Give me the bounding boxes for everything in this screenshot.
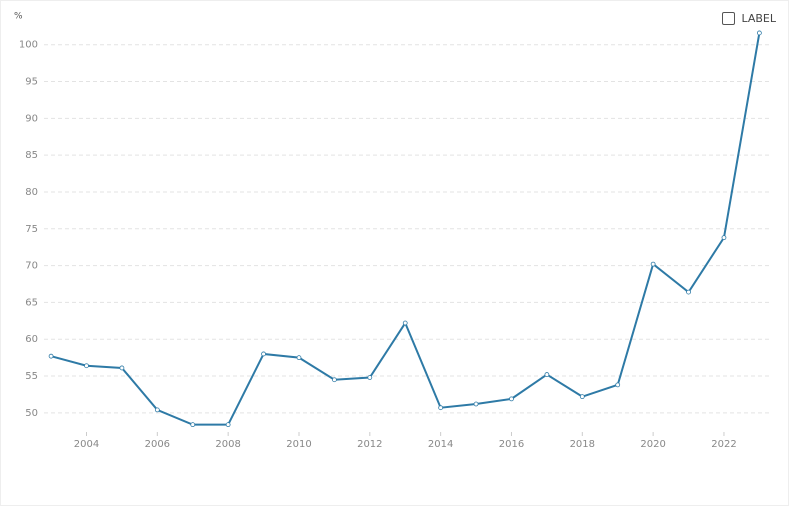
legend-label[interactable]: LABEL (741, 12, 776, 25)
data-point (402, 320, 408, 326)
y-tick-label: 70 (25, 261, 38, 272)
x-tick-label: 2008 (215, 439, 240, 450)
y-tick-label: 55 (25, 371, 38, 382)
data-point (84, 363, 89, 369)
data-point (367, 375, 373, 380)
x-tick-label: 2018 (570, 439, 595, 450)
data-point (331, 377, 337, 383)
y-tick-label: 85 (25, 150, 38, 161)
data-point (756, 30, 762, 36)
legend-toggle[interactable]: LABEL (722, 12, 776, 25)
x-tick-label: 2012 (357, 439, 382, 450)
legend-checkbox[interactable] (722, 12, 736, 25)
data-point (225, 422, 231, 428)
data-point (615, 382, 621, 388)
data-point (473, 401, 479, 407)
data-point (154, 407, 160, 413)
y-unit: % (14, 12, 23, 22)
y-tick-label: 60 (25, 334, 38, 345)
data-point (544, 372, 550, 377)
data-point (579, 394, 585, 400)
x-tick-label: 2006 (145, 439, 170, 450)
data-point (119, 365, 125, 371)
data-point (296, 355, 302, 361)
y-tick-label: 65 (25, 297, 38, 308)
data-point (686, 289, 691, 295)
y-tick-label: 100 (19, 40, 38, 51)
data-point (48, 353, 54, 359)
x-tick-label: 2010 (286, 439, 311, 450)
x-tick-label: 2014 (428, 439, 453, 450)
y-tick-label: 95 (25, 77, 38, 88)
y-tick-label: 90 (25, 113, 38, 124)
data-point (721, 235, 727, 241)
y-tick-label: 50 (25, 408, 38, 419)
x-tick-label: 2020 (640, 439, 665, 450)
data-point (438, 405, 444, 411)
x-tick-label: 2004 (74, 439, 99, 450)
x-tick-label: 2022 (711, 439, 736, 450)
y-tick-label: 80 (25, 187, 38, 198)
y-tick-label: 75 (25, 224, 38, 235)
data-point (190, 422, 196, 428)
x-tick-label: 2016 (499, 439, 524, 450)
data-point (261, 351, 266, 357)
data-point (509, 396, 514, 402)
data-point (650, 261, 656, 267)
